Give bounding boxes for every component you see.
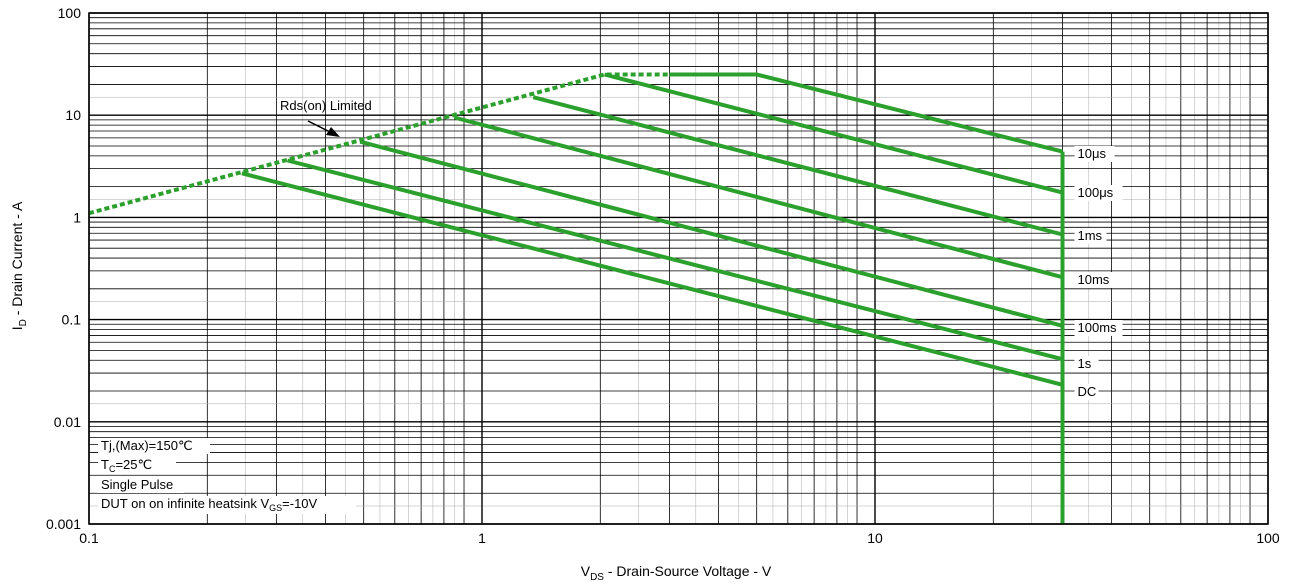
series-label-bg	[1074, 228, 1107, 244]
series-label: 10ms	[1078, 272, 1110, 287]
series-label-bg	[1074, 272, 1115, 288]
rds-limit-line	[88, 72, 670, 216]
series-line	[241, 171, 1063, 387]
series-label: 100μs	[1078, 185, 1114, 200]
series-lines	[88, 72, 1065, 524]
y-tick-labels: 0.001 0.01 0.1 1 10 100	[46, 5, 81, 532]
series-label-bg	[1074, 356, 1099, 372]
series-labels: 10μs 100μs 1ms 10ms 100ms 1s DC	[1074, 146, 1123, 400]
series-line	[532, 95, 1064, 237]
series-line	[604, 72, 1063, 195]
series-line	[669, 72, 1063, 154]
plot-frame	[88, 12, 1269, 525]
y-tick-label: 0.001	[46, 516, 81, 532]
grid-major	[88, 12, 1269, 525]
y-axis-label: ID - Drain Current - A	[9, 201, 29, 330]
y-tick-label: 100	[58, 5, 82, 21]
x-tick-label: 0.1	[79, 530, 99, 546]
series-label-bg	[1074, 384, 1099, 400]
series-label-bg	[1074, 146, 1115, 162]
series-label: 1ms	[1078, 228, 1103, 243]
condition-dut: DUT on on infinite heatsink VGS=-10V	[101, 496, 318, 513]
rds-limit-label: Rds(on) Limited	[280, 98, 372, 113]
y-tick-label: 0.01	[54, 414, 81, 430]
x-axis-label: VDS - Drain-Source Voltage - V	[581, 563, 772, 583]
series-label: DC	[1078, 384, 1097, 399]
x-tick-label: 1	[478, 530, 486, 546]
x-tick-label: 100	[1256, 530, 1280, 546]
series-line	[359, 139, 1064, 328]
y-tick-label: 0.1	[62, 312, 82, 328]
conditions-box: Tj,(Max)=150℃ TC=25℃ Single Pulse DUT on…	[98, 438, 356, 514]
series-line	[453, 115, 1064, 280]
condition-tc: TC=25℃	[101, 457, 152, 474]
x-tick-label: 10	[867, 530, 883, 546]
y-tick-label: 1	[73, 209, 81, 225]
y-tick-label: 10	[65, 107, 81, 123]
condition-single-pulse: Single Pulse	[101, 477, 173, 492]
grid-minor	[89, 13, 1268, 524]
series-line	[287, 158, 1063, 362]
series-label: 100ms	[1078, 320, 1118, 335]
x-tick-labels: 0.1 1 10 100	[79, 530, 1280, 546]
series-label-bg	[1074, 185, 1123, 201]
series-label-bg	[1074, 320, 1123, 336]
rds-limit-arrow	[307, 120, 340, 137]
condition-tjmax: Tj,(Max)=150℃	[101, 438, 193, 453]
series-label: 10μs	[1078, 146, 1107, 161]
series-label: 1s	[1078, 356, 1092, 371]
